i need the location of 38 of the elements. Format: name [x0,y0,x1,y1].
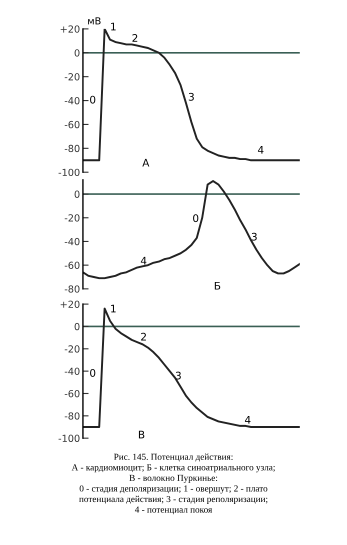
y-tick-label: -80 [64,285,80,293]
y-tick-label: -20 [64,345,80,353]
annotation: 4 [140,256,146,264]
y-tick-label: -20 [64,73,80,80]
y-tick-label: -80 [64,412,80,420]
y-tick-label: -40 [64,238,80,246]
annotation: 0 [90,368,96,377]
y-tick-label: -40 [64,368,80,375]
text: Рис. 145. Потенциал действия: А - кардиомиоцит; Б - клетка синоатриального узла; В - волокно Пуркинье: 0 - стадия деполяризации; 1 - овершут; 2 - плато потенциала действия; 3 - стадия реполяризации; 4 - потенциал покоя [72,454,275,514]
y-tick-label: -40 [64,97,80,104]
y-axis-title: мВ [88,17,101,24]
y-tick-label: -100 [58,434,80,442]
annotation: Б [214,282,220,290]
annotation: 3 [252,232,257,241]
annotation: 0 [193,214,198,222]
annotation: 4 [244,416,250,424]
y-tick-label: 0 [74,49,80,57]
annotation: 3 [188,92,194,101]
y-tick-label: -100 [58,168,80,176]
annotation: 2 [141,332,146,340]
y-tick-label: -20 [64,214,80,222]
annotation: 1 [111,304,116,312]
annotation: 3 [176,372,181,380]
y-tick-label: -60 [64,120,80,128]
y-tick-label: +20 [60,300,80,308]
annotation: 1 [111,22,116,30]
y-tick-label: -60 [64,262,80,269]
annotation: 4 [258,146,264,154]
annotation: В [138,430,144,438]
y-tick-label: +20 [60,25,80,33]
y-tick-label: 0 [74,322,80,330]
y-tick-label: 0 [74,190,80,198]
annotation: А [142,158,150,166]
y-tick-label: -80 [64,144,80,152]
y-tick-label: -60 [64,390,80,398]
annotation: 2 [132,34,138,42]
annotation: 0 [90,96,96,104]
line-series [82,180,300,280]
